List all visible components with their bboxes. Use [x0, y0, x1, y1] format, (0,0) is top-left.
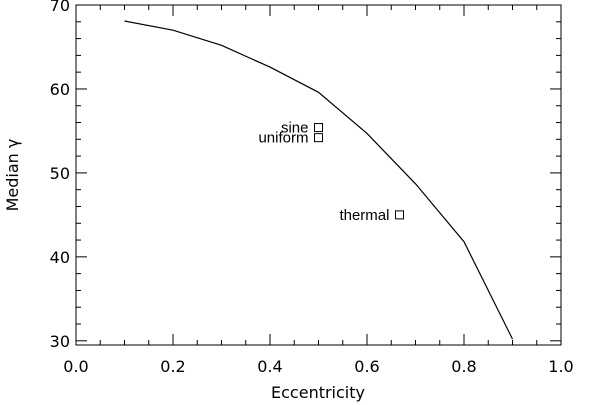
x-tick-label: 0.0 — [63, 357, 88, 376]
y-tick-label: 50 — [50, 164, 70, 183]
series-line — [124, 20, 514, 340]
data-point-marker — [314, 123, 323, 133]
x-tick-labels: 0.0 0.2 0.4 0.6 0.8 1.0 — [63, 357, 573, 376]
x-tick-label: 0.4 — [257, 357, 282, 376]
point-label: thermal — [339, 207, 389, 224]
x-tick-label: 0.8 — [451, 357, 476, 376]
ticks — [75, 4, 562, 345]
y-tick-label: 30 — [50, 332, 70, 351]
data-point-marker — [394, 210, 404, 220]
y-tick-labels: 30 40 50 60 70 — [50, 0, 70, 351]
point-label: uniform — [258, 130, 308, 147]
x-tick-label: 0.6 — [354, 357, 379, 376]
y-tick-label: 40 — [50, 248, 70, 267]
x-axis-title: Eccentricity — [271, 383, 365, 402]
series-layer — [124, 20, 514, 340]
point-label: sine — [281, 120, 309, 137]
y-tick-label: 60 — [50, 80, 70, 99]
y-tick-label: 70 — [50, 0, 70, 15]
x-tick-label: 0.2 — [160, 357, 185, 376]
x-tick-label: 1.0 — [548, 357, 573, 376]
y-axis-title: Median γ — [3, 139, 22, 212]
data-point-marker — [314, 133, 323, 143]
plot-frame — [75, 4, 562, 346]
